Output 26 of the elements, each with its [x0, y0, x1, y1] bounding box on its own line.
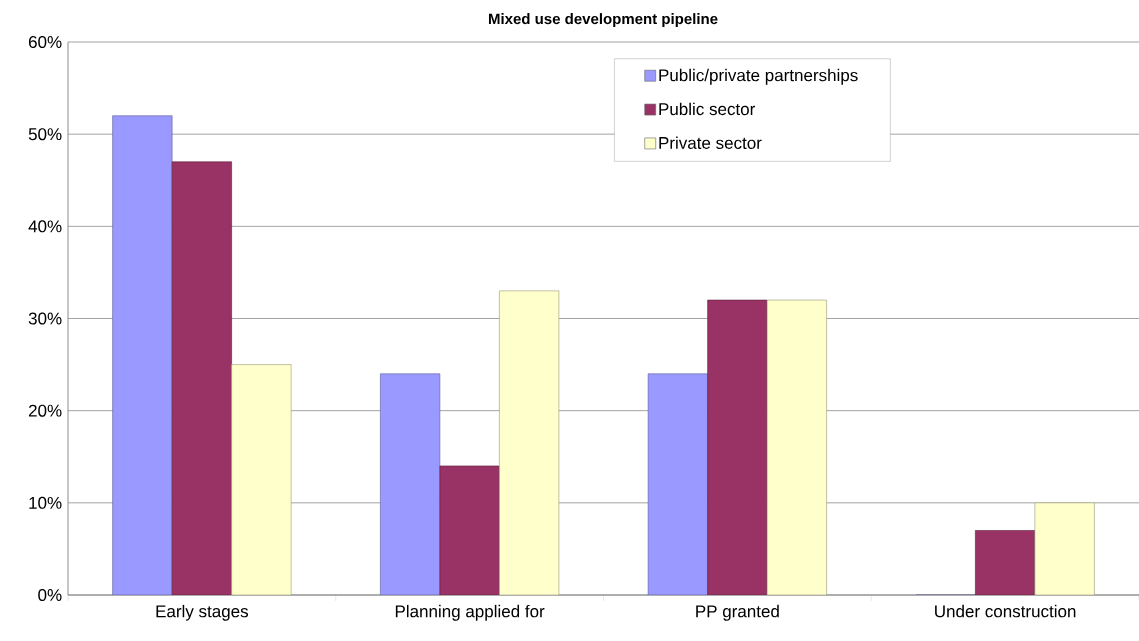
- bar: [1034, 502, 1095, 595]
- y-tick-label: 10%: [29, 496, 62, 509]
- bar: [766, 299, 827, 595]
- bar: [707, 299, 768, 595]
- bar: [112, 115, 173, 595]
- bar: [439, 465, 500, 595]
- y-tick-label: 20%: [28, 404, 62, 417]
- y-tick-label: 30%: [28, 312, 62, 325]
- bar: [380, 373, 441, 595]
- legend-label: Public sector: [659, 102, 756, 116]
- bar: [231, 364, 292, 595]
- y-tick-label: 50%: [28, 128, 62, 141]
- bar: [647, 373, 708, 595]
- legend-label: Private sector: [659, 136, 762, 149]
- bar: [171, 161, 232, 595]
- chart-title: Mixed use development pipeline: [488, 13, 718, 28]
- x-tick-label: Under construction: [935, 604, 1076, 618]
- y-tick-label: 60%: [28, 35, 62, 49]
- x-tick-label: PP granted: [696, 604, 779, 621]
- bar: [975, 530, 1036, 595]
- bar: [499, 290, 560, 595]
- y-tick-label: 40%: [28, 220, 62, 233]
- x-tick-label: Early stages: [156, 604, 249, 621]
- legend-label: Public/private partnerships: [659, 68, 858, 85]
- x-tick-label: Planning applied for: [395, 604, 545, 621]
- y-tick-label: 0%: [38, 588, 62, 602]
